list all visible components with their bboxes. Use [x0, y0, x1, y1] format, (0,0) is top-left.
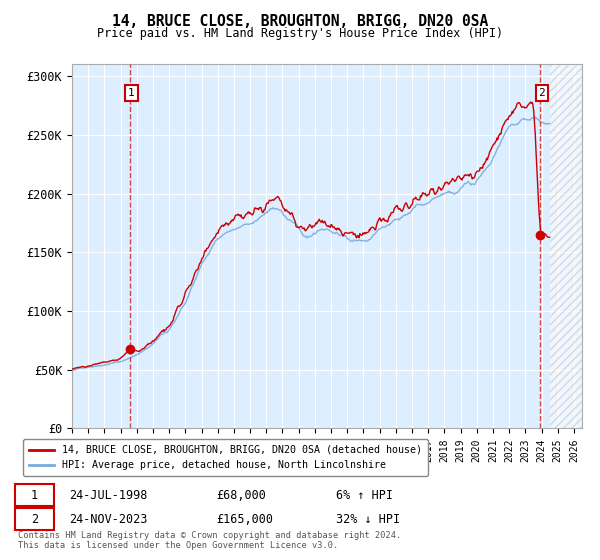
Text: 1: 1	[128, 88, 135, 98]
Text: 24-NOV-2023: 24-NOV-2023	[69, 512, 148, 526]
Text: 14, BRUCE CLOSE, BROUGHTON, BRIGG, DN20 0SA: 14, BRUCE CLOSE, BROUGHTON, BRIGG, DN20 …	[112, 14, 488, 29]
Bar	[550, 64, 582, 428]
Text: 24-JUL-1998: 24-JUL-1998	[69, 488, 148, 502]
Text: £165,000: £165,000	[216, 512, 273, 526]
Legend: 14, BRUCE CLOSE, BROUGHTON, BRIGG, DN20 0SA (detached house), HPI: Average price: 14, BRUCE CLOSE, BROUGHTON, BRIGG, DN20 …	[23, 439, 428, 476]
Text: 6% ↑ HPI: 6% ↑ HPI	[336, 488, 393, 502]
Text: Price paid vs. HM Land Registry's House Price Index (HPI): Price paid vs. HM Land Registry's House …	[97, 27, 503, 40]
Text: 2: 2	[538, 88, 545, 98]
Text: 1: 1	[31, 488, 38, 502]
Text: Contains HM Land Registry data © Crown copyright and database right 2024.
This d: Contains HM Land Registry data © Crown c…	[18, 530, 401, 550]
Text: £68,000: £68,000	[216, 488, 266, 502]
Text: 32% ↓ HPI: 32% ↓ HPI	[336, 512, 400, 526]
Text: 2: 2	[31, 512, 38, 526]
